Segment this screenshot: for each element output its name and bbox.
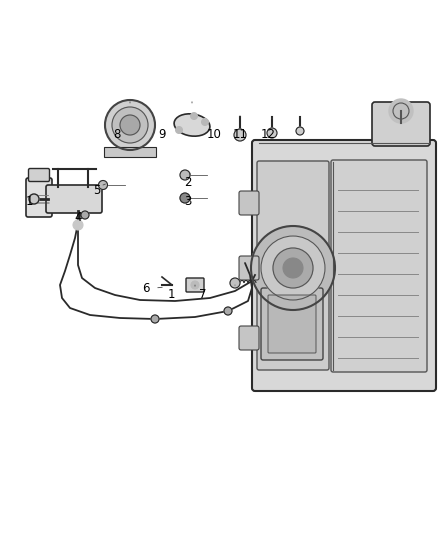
Circle shape [389,99,413,123]
Text: 12: 12 [261,128,276,141]
Circle shape [99,181,107,190]
Text: 9: 9 [158,128,166,141]
Text: 5: 5 [94,184,101,197]
Text: 1: 1 [168,288,176,301]
FancyBboxPatch shape [261,288,323,360]
Circle shape [105,100,155,150]
Text: 3: 3 [185,195,192,208]
FancyBboxPatch shape [28,168,49,182]
Circle shape [224,307,232,315]
FancyBboxPatch shape [239,326,259,350]
Circle shape [201,118,208,125]
Circle shape [267,128,277,138]
Circle shape [112,107,148,143]
Text: 8: 8 [114,128,121,141]
Text: 2: 2 [184,176,192,189]
FancyBboxPatch shape [257,161,329,370]
Circle shape [81,211,89,219]
Circle shape [234,129,246,141]
FancyBboxPatch shape [46,185,102,213]
Circle shape [283,258,303,278]
Circle shape [180,193,190,203]
Text: 1: 1 [26,195,34,208]
Circle shape [29,194,39,204]
Circle shape [176,126,183,133]
Circle shape [191,281,199,289]
Circle shape [296,127,304,135]
FancyBboxPatch shape [331,160,427,372]
FancyBboxPatch shape [239,191,259,215]
Circle shape [180,170,190,180]
Ellipse shape [174,114,210,136]
FancyBboxPatch shape [104,147,156,157]
FancyBboxPatch shape [239,256,259,280]
Circle shape [191,112,198,119]
Circle shape [273,248,313,288]
Circle shape [120,115,140,135]
FancyBboxPatch shape [252,140,436,391]
FancyBboxPatch shape [186,278,204,292]
Circle shape [73,220,83,230]
Circle shape [151,315,159,323]
FancyBboxPatch shape [372,102,430,146]
Text: 7: 7 [198,288,206,301]
Text: 11: 11 [233,128,247,141]
Text: 10: 10 [206,128,221,141]
Circle shape [251,226,335,310]
Text: 6: 6 [141,282,149,295]
FancyBboxPatch shape [268,295,316,353]
Text: 4: 4 [74,211,82,224]
Circle shape [261,236,325,300]
FancyBboxPatch shape [26,178,52,217]
Circle shape [230,278,240,288]
